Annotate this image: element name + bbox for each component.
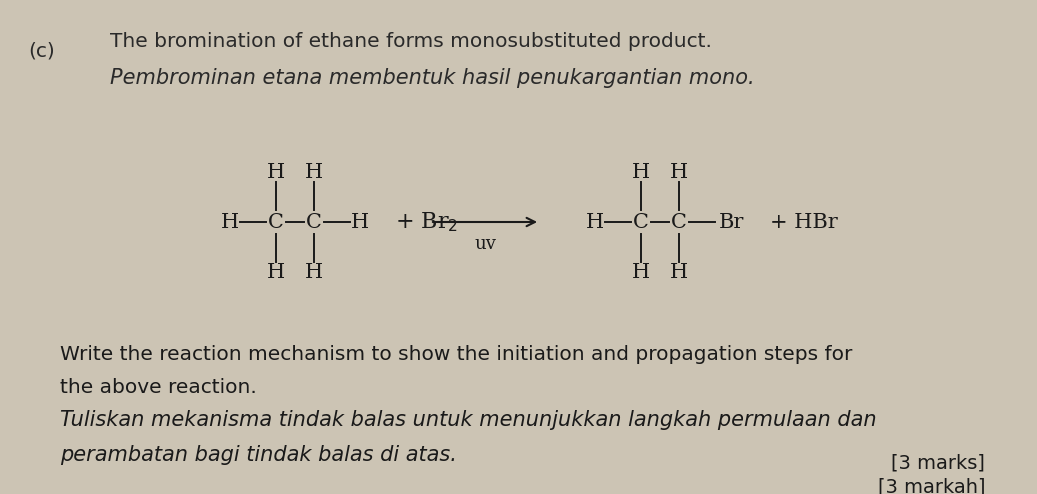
Text: [3 markah]: [3 markah] [877, 477, 985, 494]
Text: [3 marks]: [3 marks] [891, 453, 985, 472]
Text: H: H [670, 262, 689, 282]
Text: H: H [351, 212, 369, 232]
Text: H: H [267, 163, 285, 181]
Text: C: C [306, 212, 321, 232]
Text: H: H [305, 262, 324, 282]
Text: C: C [268, 212, 284, 232]
Text: The bromination of ethane forms monosubstituted product.: The bromination of ethane forms monosubs… [110, 32, 711, 51]
Text: + Br$_2$: + Br$_2$ [395, 210, 458, 234]
Text: (c): (c) [28, 42, 55, 61]
Text: H: H [632, 163, 650, 181]
Text: Write the reaction mechanism to show the initiation and propagation steps for: Write the reaction mechanism to show the… [60, 345, 852, 364]
Text: H: H [670, 163, 689, 181]
Text: perambatan bagi tindak balas di atas.: perambatan bagi tindak balas di atas. [60, 445, 457, 465]
Text: C: C [671, 212, 686, 232]
Text: Br: Br [719, 212, 744, 232]
Text: Tuliskan mekanisma tindak balas untuk menunjukkan langkah permulaan dan: Tuliskan mekanisma tindak balas untuk me… [60, 410, 876, 430]
Text: H: H [586, 212, 605, 232]
Text: Pembrominan etana membentuk hasil penukargantian mono.: Pembrominan etana membentuk hasil penuka… [110, 68, 755, 88]
Text: H: H [305, 163, 324, 181]
Text: H: H [267, 262, 285, 282]
Text: uv: uv [474, 235, 496, 253]
Text: the above reaction.: the above reaction. [60, 378, 257, 397]
Text: H: H [632, 262, 650, 282]
Text: H: H [221, 212, 240, 232]
Text: C: C [633, 212, 649, 232]
Text: + HBr: + HBr [770, 212, 838, 232]
